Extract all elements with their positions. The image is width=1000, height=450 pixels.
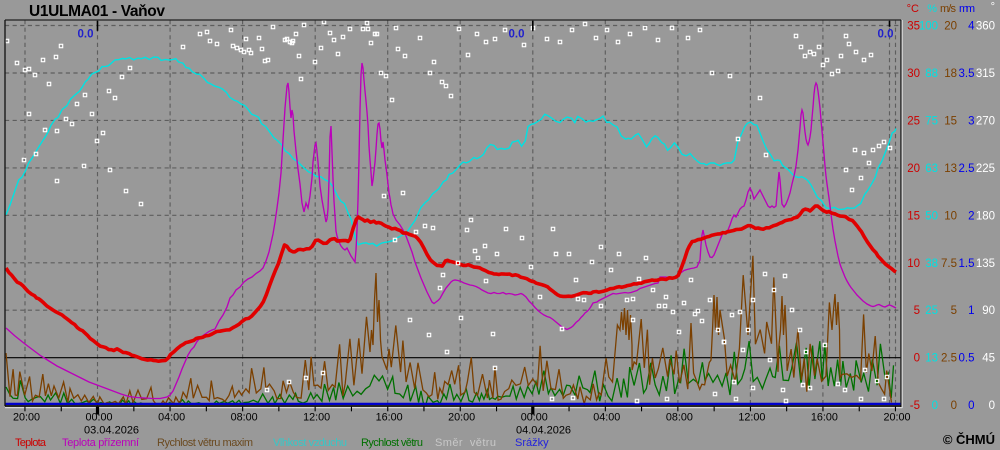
svg-text:10: 10 (944, 210, 957, 222)
svg-text:0: 0 (989, 400, 995, 412)
svg-text:18: 18 (944, 68, 957, 80)
svg-text:20:00: 20:00 (448, 411, 475, 423)
svg-text:12:00: 12:00 (303, 411, 330, 423)
svg-text:08:00: 08:00 (666, 411, 693, 423)
svg-text:m/s: m/s (940, 3, 957, 15)
svg-text:15: 15 (944, 115, 957, 127)
svg-text:45: 45 (982, 353, 995, 365)
svg-text:00:00: 00:00 (85, 411, 112, 423)
svg-text:5: 5 (914, 305, 920, 317)
svg-text:13: 13 (925, 353, 938, 365)
svg-text:15: 15 (907, 210, 920, 222)
svg-text:50: 50 (925, 210, 938, 222)
svg-text:Vlhkost vzduchu: Vlhkost vzduchu (273, 437, 347, 449)
svg-text:0.5: 0.5 (959, 353, 975, 365)
svg-text:© ČHMÚ: © ČHMÚ (943, 432, 995, 447)
svg-text:0.0: 0.0 (878, 29, 894, 41)
svg-text:16:00: 16:00 (376, 411, 403, 423)
svg-text:16:00: 16:00 (811, 411, 838, 423)
svg-text:2: 2 (968, 210, 974, 222)
svg-text:3: 3 (968, 115, 974, 127)
svg-text:38: 38 (925, 258, 938, 270)
svg-text:08:00: 08:00 (231, 411, 258, 423)
svg-text:Srážky: Srážky (515, 437, 549, 449)
svg-text:90: 90 (982, 305, 995, 317)
svg-text:135: 135 (976, 258, 995, 270)
svg-text:U1ULMA01 - Vaňov: U1ULMA01 - Vaňov (29, 3, 165, 20)
svg-text:75: 75 (925, 115, 938, 127)
svg-text:180: 180 (976, 210, 995, 222)
svg-text:20: 20 (944, 21, 957, 33)
svg-text:20:00: 20:00 (13, 411, 40, 423)
svg-text:Rychlost větru: Rychlost větru (361, 437, 423, 449)
svg-text:30: 30 (907, 68, 920, 80)
svg-text:4: 4 (968, 21, 975, 33)
svg-text:04:00: 04:00 (593, 411, 620, 423)
svg-text:2.5: 2.5 (959, 163, 975, 175)
svg-text:315: 315 (976, 68, 995, 80)
svg-text:270: 270 (976, 115, 995, 127)
svg-text:20: 20 (907, 163, 920, 175)
svg-text:%: % (927, 3, 937, 15)
svg-text:20:00: 20:00 (883, 411, 910, 423)
svg-text:100: 100 (919, 21, 938, 33)
svg-text:360: 360 (976, 21, 995, 33)
svg-text:°C: °C (907, 3, 919, 15)
svg-text:5: 5 (951, 305, 957, 317)
svg-text:0: 0 (914, 353, 920, 365)
svg-text:0: 0 (968, 400, 974, 412)
svg-text:0: 0 (932, 400, 938, 412)
svg-text:1: 1 (968, 305, 974, 317)
svg-text:225: 225 (976, 163, 995, 175)
svg-text:25: 25 (925, 305, 938, 317)
svg-text:Teplota: Teplota (15, 437, 47, 449)
svg-text:Směr větru: Směr větru (435, 437, 496, 449)
svg-text:10: 10 (907, 258, 920, 270)
svg-text:1.5: 1.5 (959, 258, 975, 270)
svg-text:Teplota přízemní: Teplota přízemní (62, 437, 139, 449)
svg-text:35: 35 (907, 21, 920, 33)
svg-text:7.5: 7.5 (941, 258, 957, 270)
svg-text:25: 25 (907, 115, 920, 127)
svg-text:63: 63 (925, 163, 938, 175)
svg-text:0: 0 (951, 400, 957, 412)
svg-text:88: 88 (925, 68, 938, 80)
svg-text:3.5: 3.5 (959, 68, 975, 80)
svg-text:-5: -5 (910, 400, 920, 412)
svg-text:mm: mm (959, 3, 975, 15)
svg-text:Rychlost větru maxim: Rychlost větru maxim (157, 437, 253, 449)
svg-text:0.0: 0.0 (509, 29, 525, 41)
svg-text:0.0: 0.0 (78, 29, 94, 41)
svg-text:12:00: 12:00 (738, 411, 765, 423)
svg-text:°: ° (991, 1, 995, 13)
svg-text:00:00: 00:00 (521, 411, 548, 423)
svg-text:04.04.2026: 04.04.2026 (516, 425, 571, 437)
svg-text:13: 13 (944, 163, 957, 175)
svg-text:2.5: 2.5 (941, 353, 957, 365)
svg-text:03.04.2026: 03.04.2026 (84, 425, 139, 437)
svg-text:04:00: 04:00 (158, 411, 185, 423)
